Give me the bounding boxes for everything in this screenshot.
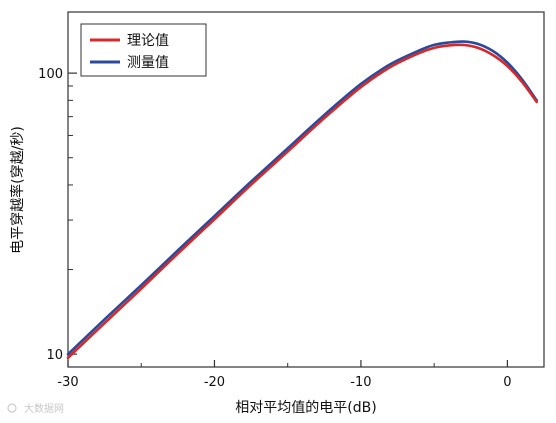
x-tick-label: -20 [204,375,225,390]
y-axis-title: 电平穿越率(穿越/秒) [9,126,26,254]
legend-label-measured: 测量值 [127,55,169,71]
watermark: 大数据网 [7,402,64,415]
watermark-text: 大数据网 [24,402,64,415]
legend: 理论值 测量值 [80,23,207,77]
legend-label-theory: 理论值 [127,33,169,49]
x-tick-label: -10 [350,375,371,390]
watermark-logo-icon [7,403,17,413]
legend-box [80,23,207,77]
y-tick-label: 10 [46,348,63,363]
series-layer [66,40,538,360]
x-tick-label: 0 [503,375,511,390]
series-line-measured [66,40,538,356]
y-major-ticks: 10 100 [38,67,77,363]
x-tick-label: -30 [57,375,78,390]
y-minor-ticks [68,85,73,368]
y-tick-label: 100 [38,67,63,82]
x-axis-title: 相对平均值的电平(dB) [235,400,376,416]
series-line-theory [66,43,538,360]
x-ticks: -30 -20 -10 0 [57,360,512,390]
plot-frame [67,11,545,368]
